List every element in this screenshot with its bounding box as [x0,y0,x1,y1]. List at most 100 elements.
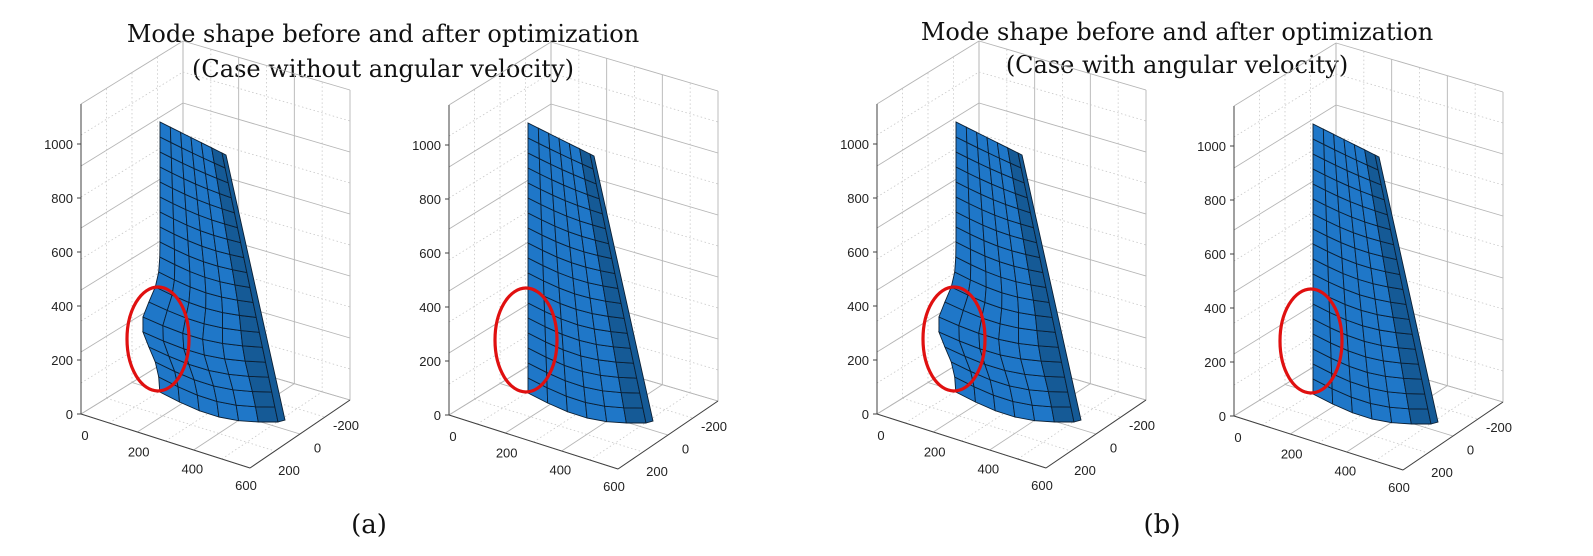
blade-surface-0 [142,121,286,423]
panel-b-title-line2: (Case with angular velocity) [1006,51,1348,79]
blade-cell [244,360,270,378]
blade-cell [1044,375,1069,393]
blade-cell [599,374,622,394]
y-tick-label: 0 [1110,441,1117,456]
grid-line [448,103,552,168]
grid-line [182,133,351,184]
z-tick-label: 200 [51,353,73,368]
blade-surface-2 [938,121,1082,423]
grid-line [550,72,719,123]
z-tick-label: 1000 [412,138,441,153]
blade-cell [1384,375,1407,395]
grid-line [978,102,1147,153]
grid-line [182,102,351,153]
grid-line [876,40,980,105]
y-tick-label: 0 [1467,443,1474,458]
blade-cell [601,390,625,409]
panel-a-title-line1: Mode shape before and after optimization [127,20,639,48]
grid-line [550,134,719,185]
x-tick-label: 200 [1281,447,1303,462]
blade-cell [254,406,279,423]
x-tick-label: 600 [1031,478,1053,493]
blade-cell [1389,406,1412,425]
blade-edge [1017,152,1082,423]
z-tick-label: 0 [434,408,441,423]
z-tick-label: 600 [419,246,441,261]
grid-line [902,397,1072,452]
z-tick-label: 1000 [840,137,869,152]
z-tick-label: 600 [51,245,73,260]
blade-cell [1031,404,1055,423]
x-tick-label: 400 [181,461,203,476]
grid-line [876,102,980,167]
blade-cell [1040,360,1066,378]
x-axis-line [876,413,1047,469]
blade-cell [235,404,259,423]
y-axis-line [617,400,719,470]
surface-plot-0: 0 200 400 600 800 1000 0 200 400 600 -200 0 200 [44,40,359,493]
surface-plot-1: 0 200 400 600 800 1000 0 200 400 600 -200 0 200 [412,41,727,494]
x-axis-line [448,414,619,470]
x-tick-label: 400 [977,461,999,476]
z-tick-label: 400 [51,299,73,314]
y-tick-label: -200 [701,419,727,434]
blade-cell [623,407,647,424]
z-tick-label: 800 [1204,193,1226,208]
x-tick-label: 600 [603,479,625,494]
z-tick-label: 1000 [1197,139,1226,154]
y-tick-label: 200 [1074,463,1096,478]
grid-line [550,41,719,92]
plots-layer: 0 200 400 600 800 1000 0 200 400 600 -200 0 200 0 200 4… [44,40,1512,495]
grid-line [1335,73,1504,124]
surface-plot-2: 0 200 400 600 800 1000 0 200 400 600 -200 0 200 [840,40,1155,493]
blade-surface-3 [1312,123,1439,425]
panel-a-title-line2: (Case without angular velocity) [192,55,574,83]
y-tick-label: -200 [333,418,359,433]
x-tick-label: 200 [924,445,946,460]
grid-line [978,40,1147,91]
grid-line [448,41,552,106]
y-tick-label: 0 [682,442,689,457]
blade-cell [604,405,627,424]
grid-line [978,71,1147,122]
blade-cell [241,345,267,363]
blade-cell [251,391,276,408]
y-tick-label: -200 [1486,420,1512,435]
grid-line [1259,399,1429,454]
grid-line [1233,104,1337,169]
grid-line [1335,135,1504,186]
z-tick-label: 200 [847,353,869,368]
grid-line [182,40,351,91]
x-tick-label: 600 [1388,480,1410,495]
blade-cell [1405,393,1429,410]
highlight-ellipse [1278,287,1344,395]
grid-line [1335,42,1504,93]
blade-cell [1382,360,1405,379]
surface-plot-1-axes: 0 200 400 600 800 1000 0 200 400 600 -200 0 200 [412,41,727,494]
blade-cell [597,359,620,378]
z-tick-label: 800 [847,191,869,206]
z-tick-label: 600 [1204,247,1226,262]
x-tick-label: 200 [496,446,518,461]
x-tick-label: 0 [877,428,884,443]
blade-cell [1050,406,1075,423]
y-tick-label: 200 [646,464,668,479]
z-tick-label: 400 [847,299,869,314]
panel-b-label: (b) [1144,510,1181,540]
x-axis-line [1233,415,1404,471]
blade-cell [1037,345,1063,363]
x-tick-label: 400 [1334,463,1356,478]
blade-edge [589,153,654,424]
x-axis-line [80,413,251,469]
grid-line [1233,42,1337,107]
blade-cell [1047,391,1072,408]
z-tick-label: 200 [1204,355,1226,370]
blade-cell [248,375,273,393]
grid-line [1335,104,1504,155]
blade-cell [620,392,644,409]
x-tick-label: 400 [549,462,571,477]
y-axis-line [1402,401,1504,471]
x-tick-label: 600 [235,478,257,493]
z-tick-label: 400 [419,300,441,315]
highlight-ellipse [921,285,987,393]
